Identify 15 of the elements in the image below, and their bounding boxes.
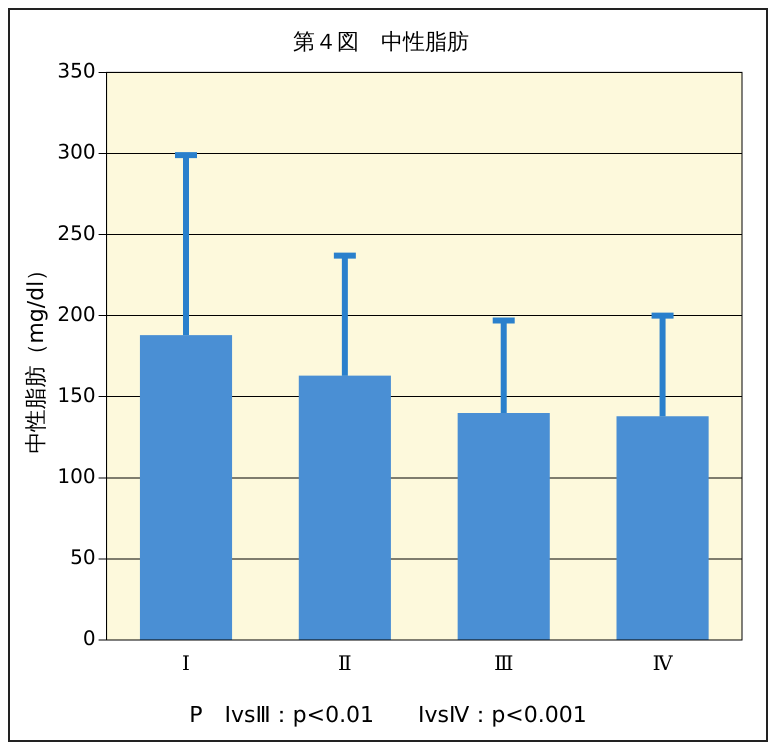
y-tick-label: 150	[57, 382, 96, 407]
x-tick-label: Ⅱ	[338, 651, 352, 676]
y-tick-label: 50	[70, 545, 96, 570]
x-tick-label: Ⅳ	[652, 651, 674, 676]
y-axis-title: 中性脂肪（mg/dl）	[24, 258, 49, 454]
y-tick-label: 250	[57, 220, 96, 245]
y-tick-label: 300	[57, 140, 96, 164]
y-tick-label: 350	[57, 58, 96, 83]
text: P ⅠvsⅢ：p<0.01 ⅠvsⅣ：p<0.001	[10, 690, 766, 740]
x-tick-label: Ⅲ	[494, 651, 514, 676]
x-tick-label: Ⅰ	[182, 651, 190, 676]
chart-title: 第４図 中性脂肪	[293, 30, 469, 55]
y-tick-label: 100	[57, 464, 96, 488]
y-tick-label: 200	[57, 302, 96, 326]
y-tick-label: 0	[82, 626, 96, 650]
